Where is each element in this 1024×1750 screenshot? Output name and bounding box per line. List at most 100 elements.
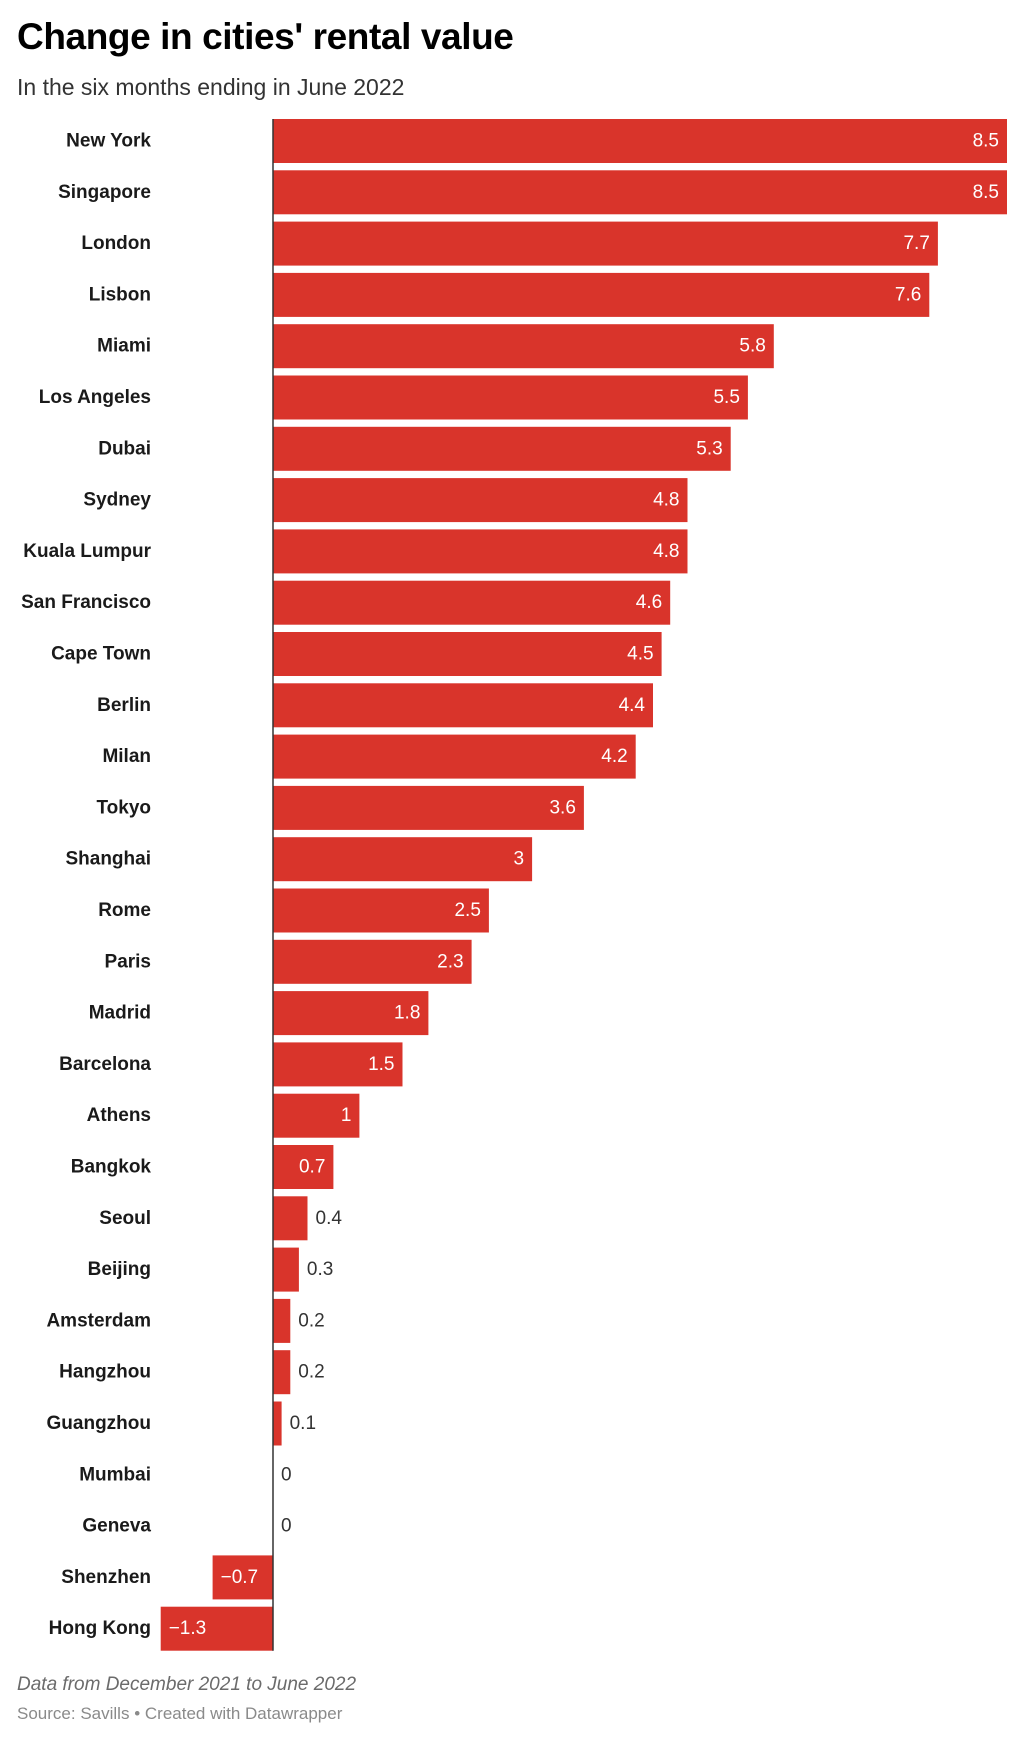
value-label-los-angeles: 5.5 <box>713 387 739 408</box>
value-label-singapore: 8.5 <box>973 182 999 203</box>
chart-notes: Data from December 2021 to June 2022 <box>17 1674 357 1695</box>
category-label-miami: Miami <box>97 336 151 357</box>
category-label-madrid: Madrid <box>89 1003 151 1024</box>
category-label-shenzhen: Shenzhen <box>61 1567 151 1588</box>
source-name: Savills <box>80 1704 130 1723</box>
chart-subtitle: In the six months ending in June 2022 <box>17 74 405 100</box>
bar-new-york <box>273 119 1007 163</box>
bar-athens <box>273 1093 360 1138</box>
source-label: Source: <box>17 1704 76 1723</box>
bar-miami <box>273 324 774 369</box>
bar-milan <box>273 734 636 779</box>
value-labels-group: 8.5 8.5 7.7 7.6 5.8 5.5 5.3 4.8 4.8 4.6 4.5 4.4 4.2 3… <box>169 131 999 1640</box>
bar-paris <box>273 939 472 984</box>
value-label-london: 7.7 <box>903 233 929 254</box>
bar-rome <box>273 888 489 933</box>
bar-barcelona <box>273 1042 403 1087</box>
category-label-los-angeles: Los Angeles <box>39 387 151 408</box>
category-label-paris: Paris <box>105 951 151 972</box>
bar-los-angeles <box>273 375 748 420</box>
bar-singapore <box>273 170 1007 215</box>
category-label-dubai: Dubai <box>98 438 151 459</box>
value-label-shanghai: 3 <box>514 849 525 870</box>
bar-dubai <box>273 426 731 471</box>
category-label-seoul: Seoul <box>99 1208 151 1229</box>
category-label-hangzhou: Hangzhou <box>59 1362 151 1383</box>
chart-header: Change in cities' rental value In the si… <box>17 14 1007 102</box>
value-label-seoul: 0.4 <box>316 1208 343 1229</box>
bar-berlin <box>273 683 653 728</box>
chart-footer: Data from December 2021 to June 2022 Sou… <box>17 1672 1007 1726</box>
category-label-shanghai: Shanghai <box>65 849 151 870</box>
bar-kuala-lumpur <box>273 529 688 574</box>
bar-amsterdam <box>273 1298 291 1343</box>
bar-bangkok <box>273 1145 334 1189</box>
category-label-rome: Rome <box>98 900 151 921</box>
value-label-miami: 5.8 <box>739 336 765 357</box>
value-label-bangkok: 0.7 <box>299 1157 325 1178</box>
value-label-guangzhou: 0.1 <box>290 1413 316 1434</box>
bar-hangzhou <box>273 1350 291 1395</box>
bar-sydney <box>273 478 688 523</box>
category-label-lisbon: Lisbon <box>89 284 151 305</box>
bar-london <box>273 221 938 266</box>
category-label-kuala-lumpur: Kuala Lumpur <box>23 541 151 562</box>
value-label-sydney: 4.8 <box>653 490 679 511</box>
value-label-cape-town: 4.5 <box>627 644 653 665</box>
category-label-san-francisco: San Francisco <box>21 592 151 613</box>
category-label-bangkok: Bangkok <box>71 1157 152 1178</box>
category-label-athens: Athens <box>87 1105 151 1126</box>
value-label-barcelona: 1.5 <box>368 1054 394 1075</box>
value-label-milan: 4.2 <box>601 746 627 767</box>
value-label-shenzhen: −0.7 <box>221 1567 259 1588</box>
bar-guangzhou <box>273 1401 282 1446</box>
bar-seoul <box>273 1196 308 1241</box>
separator-dot: • <box>134 1704 141 1723</box>
value-label-tokyo: 3.6 <box>549 797 575 818</box>
bar-shanghai <box>273 837 533 882</box>
chart-title: Change in cities' rental value <box>17 16 514 57</box>
category-labels-group: New York Singapore London Lisbon Miami Los An… <box>21 131 151 1640</box>
bar-shenzhen <box>212 1555 273 1600</box>
category-label-barcelona: Barcelona <box>59 1054 151 1075</box>
value-label-kuala-lumpur: 4.8 <box>653 541 679 562</box>
bar-lisbon <box>273 272 930 317</box>
category-label-london: London <box>81 233 151 254</box>
bar-cape-town <box>273 632 662 676</box>
value-label-geneva: 0 <box>281 1516 292 1537</box>
value-label-dubai: 5.3 <box>696 438 722 459</box>
value-label-amsterdam: 0.2 <box>298 1310 324 1331</box>
category-label-hong-kong: Hong Kong <box>49 1618 151 1639</box>
value-label-berlin: 4.4 <box>619 695 646 716</box>
value-label-hong-kong: −1.3 <box>169 1618 207 1639</box>
bars-group <box>160 119 1007 1651</box>
category-label-beijing: Beijing <box>88 1259 151 1280</box>
category-label-mumbai: Mumbai <box>79 1464 151 1485</box>
source-line: Source: Savills • Created with Datawrapp… <box>17 1702 1007 1726</box>
value-label-new-york: 8.5 <box>973 131 999 152</box>
value-label-beijing: 0.3 <box>307 1259 333 1280</box>
value-label-san-francisco: 4.6 <box>636 592 662 613</box>
value-label-lisbon: 7.6 <box>895 284 921 305</box>
category-label-tokyo: Tokyo <box>96 797 151 818</box>
value-label-paris: 2.3 <box>437 951 463 972</box>
category-label-new-york: New York <box>66 131 151 152</box>
bar-hong-kong <box>160 1606 273 1651</box>
bar-madrid <box>273 991 429 1036</box>
category-label-guangzhou: Guangzhou <box>47 1413 151 1434</box>
value-label-madrid: 1.8 <box>394 1003 420 1024</box>
category-label-milan: Milan <box>102 746 151 767</box>
value-label-rome: 2.5 <box>454 900 480 921</box>
category-label-singapore: Singapore <box>58 182 151 203</box>
category-label-sydney: Sydney <box>83 490 151 511</box>
value-label-athens: 1 <box>341 1105 352 1126</box>
value-label-mumbai: 0 <box>281 1464 292 1485</box>
bar-tokyo <box>273 785 584 830</box>
bar-san-francisco <box>273 580 671 625</box>
bar-beijing <box>273 1247 299 1292</box>
category-label-berlin: Berlin <box>97 695 151 716</box>
value-label-hangzhou: 0.2 <box>298 1362 324 1383</box>
datawrapper-credit: Created with Datawrapper <box>144 1704 343 1723</box>
category-label-geneva: Geneva <box>82 1516 151 1537</box>
